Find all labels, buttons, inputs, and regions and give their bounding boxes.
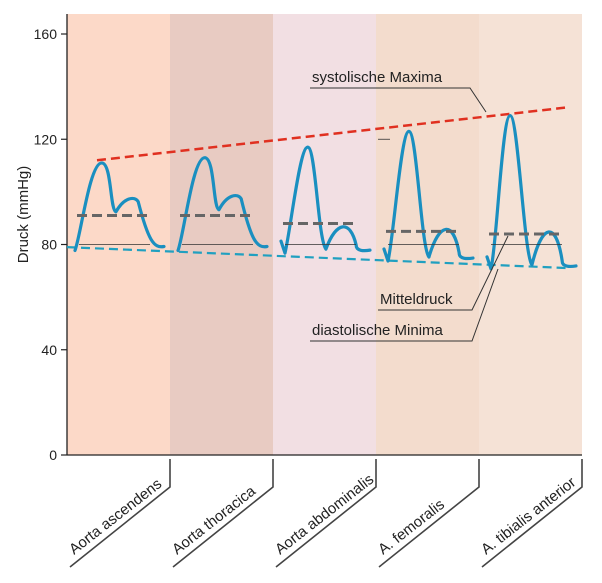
pulse-waves [73, 113, 578, 271]
region-label: A. tibialis anterior [478, 474, 579, 558]
region-separator [172, 459, 274, 568]
systolic-maxima-line [96, 106, 566, 162]
systolic-maxima-leader [310, 87, 487, 113]
region-separator [378, 459, 480, 568]
pulse-wave [279, 145, 372, 255]
region-label: Aorta thoracica [169, 482, 259, 558]
region-bg [67, 14, 170, 455]
reference-lines [66, 106, 571, 270]
y-tick-label: 40 [41, 342, 57, 358]
y-axis: 0 40 80 120 160 Druck (mmHg) [15, 14, 582, 463]
region-separator [481, 459, 583, 568]
systolic-maxima-label: systolische Maxima [312, 69, 443, 86]
y-tick-label: 120 [34, 131, 58, 147]
annotations: systolische Maxima Mitteldruck diastolisch… [310, 69, 509, 342]
pulse-wave [73, 161, 166, 253]
pulse-wave [176, 156, 269, 253]
region-label: A. femoralis [375, 496, 448, 558]
region-labels: Aorta ascendens Aorta thoracica Aorta abdo… [66, 459, 583, 568]
diastolic-minima-leader [310, 268, 499, 342]
mean-pressure-label: Mitteldruck [380, 291, 453, 308]
y-axis-title: Druck (mmHg) [15, 166, 32, 264]
mean-pressure-leader [378, 235, 509, 311]
region-label: Aorta abdominalis [272, 471, 377, 558]
y-tick-label: 160 [34, 26, 58, 42]
region-bg [170, 14, 273, 455]
diastolic-minima-label: diastolische Minima [312, 322, 444, 339]
y-tick-label: 80 [41, 237, 57, 253]
region-separator [69, 459, 171, 568]
y-tick-label: 0 [49, 447, 57, 463]
pulse-wave [382, 129, 475, 263]
region-separator [275, 459, 377, 568]
region-label: Aorta ascendens [66, 475, 165, 558]
